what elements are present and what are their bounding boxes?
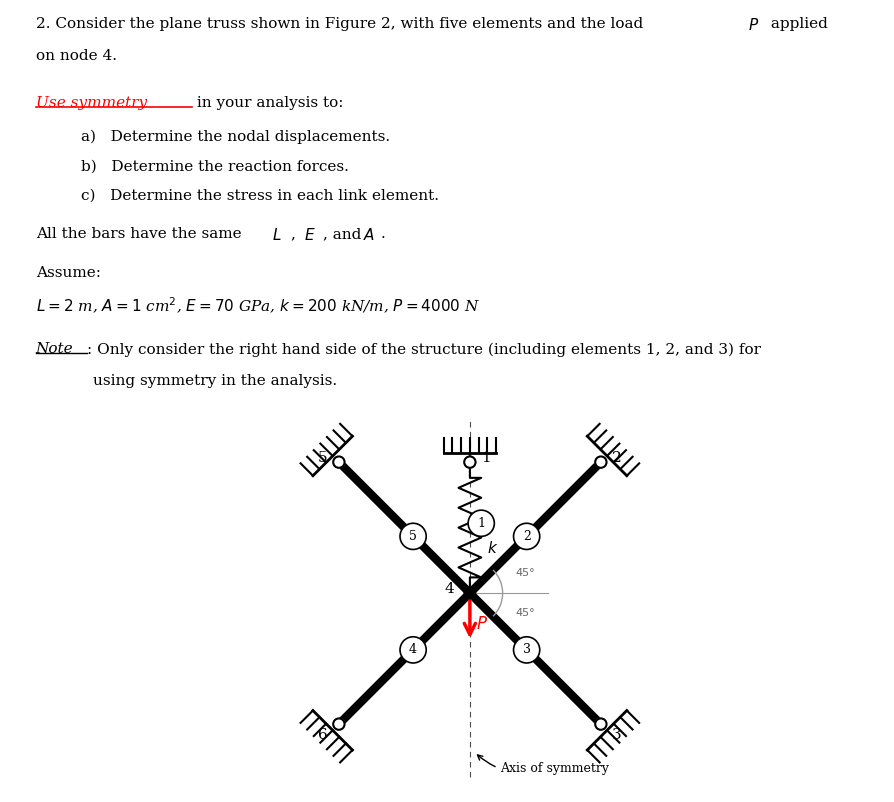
- Circle shape: [513, 637, 539, 663]
- Text: applied: applied: [765, 17, 827, 31]
- Circle shape: [595, 456, 606, 468]
- Text: using symmetry in the analysis.: using symmetry in the analysis.: [93, 374, 337, 388]
- Circle shape: [513, 523, 539, 549]
- Text: 45°: 45°: [515, 608, 535, 618]
- Circle shape: [464, 587, 475, 599]
- Text: , and: , and: [323, 228, 366, 241]
- Text: $E$: $E$: [304, 228, 316, 244]
- Text: in your analysis to:: in your analysis to:: [192, 95, 343, 110]
- Text: on node 4.: on node 4.: [36, 49, 117, 63]
- Text: 4: 4: [444, 581, 453, 596]
- Circle shape: [333, 719, 344, 730]
- Text: 3: 3: [611, 728, 621, 743]
- Text: 4: 4: [409, 643, 417, 656]
- Text: 1: 1: [477, 516, 485, 530]
- Circle shape: [333, 456, 344, 468]
- Text: ,: ,: [291, 228, 300, 241]
- Text: $P$: $P$: [476, 614, 487, 633]
- Circle shape: [400, 637, 426, 663]
- Text: 5: 5: [317, 451, 327, 465]
- Text: $k$: $k$: [487, 540, 498, 556]
- Text: All the bars have the same: All the bars have the same: [36, 228, 246, 241]
- Text: $L = 2$ m, $A = 1$ cm$^2$, $E = 70$ GPa, $k = 200$ kN/m, $P = 4000$ N: $L = 2$ m, $A = 1$ cm$^2$, $E = 70$ GPa,…: [36, 295, 479, 315]
- Circle shape: [468, 510, 493, 537]
- Text: 5: 5: [409, 530, 417, 543]
- Text: Assume:: Assume:: [36, 265, 101, 280]
- Text: $A$: $A$: [363, 228, 375, 244]
- Text: Note: Note: [36, 342, 73, 356]
- Circle shape: [595, 719, 606, 730]
- Text: 3: 3: [522, 643, 530, 656]
- Text: .: .: [380, 228, 384, 241]
- Text: a)   Determine the nodal displacements.: a) Determine the nodal displacements.: [80, 130, 389, 144]
- Text: c)   Determine the stress in each link element.: c) Determine the stress in each link ele…: [80, 189, 438, 203]
- Text: 6: 6: [317, 728, 327, 743]
- Text: Use symmetry: Use symmetry: [36, 95, 147, 110]
- Circle shape: [464, 456, 475, 468]
- Text: 1: 1: [481, 451, 491, 465]
- Text: Axis of symmetry: Axis of symmetry: [477, 755, 609, 776]
- Circle shape: [400, 523, 426, 549]
- Text: 2: 2: [522, 530, 530, 543]
- Text: 2: 2: [611, 451, 621, 465]
- Text: : Only consider the right hand side of the structure (including elements 1, 2, a: : Only consider the right hand side of t…: [87, 342, 760, 357]
- Text: 45°: 45°: [515, 568, 535, 578]
- Text: $P$: $P$: [747, 17, 758, 33]
- Text: $L$: $L$: [272, 228, 282, 244]
- Text: 2. Consider the plane truss shown in Figure 2, with five elements and the load: 2. Consider the plane truss shown in Fig…: [36, 17, 647, 31]
- Text: b)   Determine the reaction forces.: b) Determine the reaction forces.: [80, 160, 348, 173]
